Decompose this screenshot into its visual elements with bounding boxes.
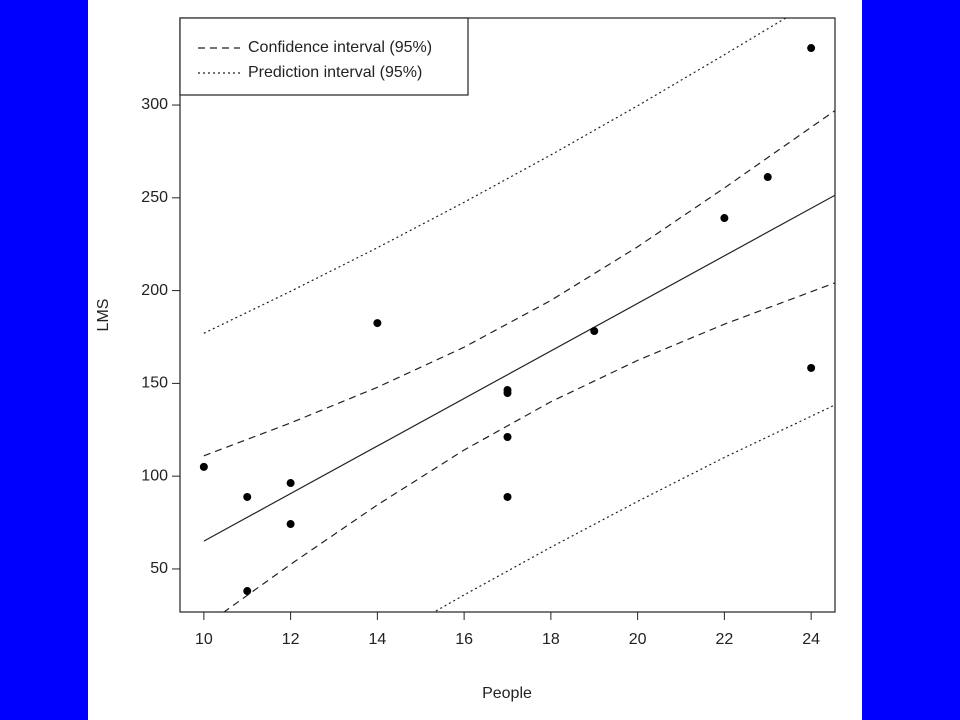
plot-area <box>203 18 835 612</box>
data-point <box>503 389 512 398</box>
data-point <box>503 433 512 442</box>
x-tick-label: 12 <box>282 631 300 648</box>
x-tick-label: 18 <box>542 631 560 648</box>
x-tick-label: 14 <box>368 631 386 648</box>
slide-background <box>88 0 862 720</box>
plot-box <box>179 17 836 613</box>
x-tick-label: 24 <box>802 631 820 648</box>
y-tick-label: 200 <box>141 282 168 299</box>
data-point <box>590 327 599 336</box>
legend-label: Confidence interval (95%) <box>248 39 432 56</box>
x-axis-label: People <box>482 685 532 702</box>
y-tick-label: 100 <box>141 467 168 484</box>
data-point <box>763 173 772 182</box>
band-upper <box>203 110 835 457</box>
data-point <box>286 520 295 529</box>
x-tick-label: 20 <box>629 631 647 648</box>
fit-line <box>203 194 835 542</box>
band-lower <box>433 404 835 612</box>
legend-box <box>179 17 469 96</box>
legend-label: Prediction interval (95%) <box>248 64 422 81</box>
x-tick-label: 22 <box>715 631 733 648</box>
y-tick-label: 250 <box>141 189 168 206</box>
x-tick-label: 10 <box>195 631 213 648</box>
data-point <box>243 492 252 501</box>
data-point <box>373 319 382 328</box>
data-point <box>807 363 816 372</box>
y-tick-label: 50 <box>150 560 168 577</box>
y-tick-label: 300 <box>141 96 168 113</box>
band-lower <box>223 282 835 612</box>
y-axis-label: LMS <box>95 299 112 332</box>
data-point <box>243 587 252 596</box>
data-point <box>503 492 512 501</box>
data-point <box>720 214 729 223</box>
data-point <box>807 44 816 53</box>
data-point <box>286 479 295 488</box>
y-tick-label: 150 <box>141 375 168 392</box>
band-upper <box>203 18 787 334</box>
x-tick-label: 16 <box>455 631 473 648</box>
data-point <box>199 462 208 471</box>
